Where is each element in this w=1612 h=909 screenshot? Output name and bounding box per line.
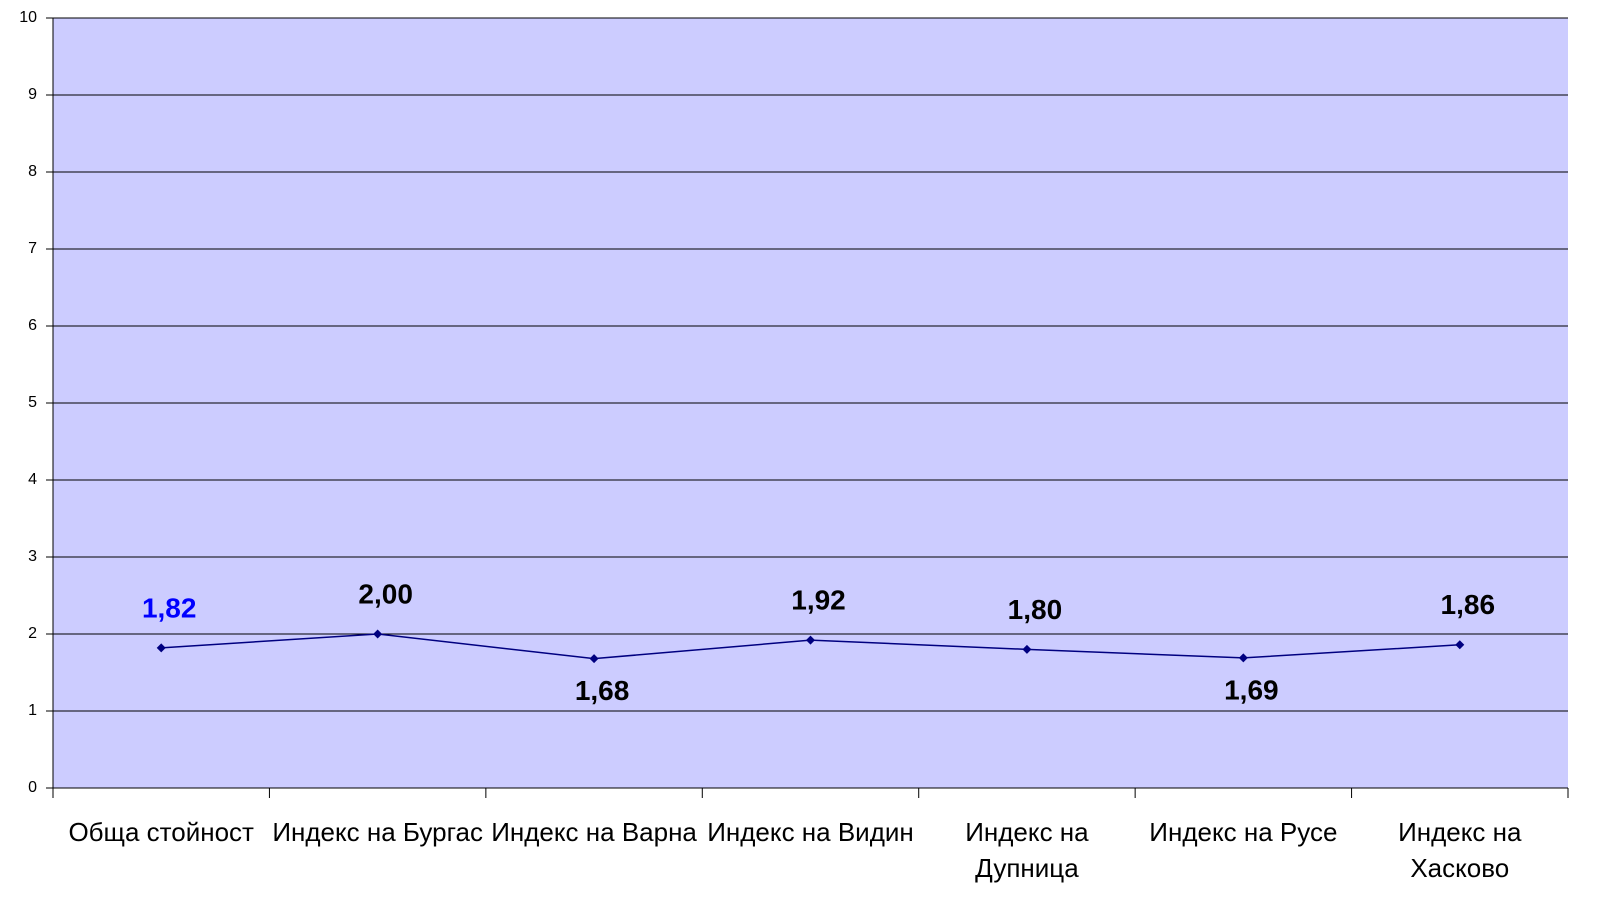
x-tick-label: Индекс на Бургас — [272, 817, 483, 847]
y-tick-label: 0 — [28, 779, 37, 796]
marker — [1022, 644, 1032, 654]
marker — [373, 629, 383, 639]
y-tick-label: 3 — [28, 548, 37, 565]
x-tick-label: Индекс на Варна — [491, 817, 697, 847]
x-tick-label: Индекс на Видин — [707, 817, 914, 847]
marker — [1238, 653, 1248, 663]
y-tick-label: 6 — [28, 317, 37, 334]
marker — [806, 635, 815, 645]
y-tick-label: 10 — [19, 9, 37, 26]
x-tick-label: Индекс на Дупница — [965, 817, 1089, 883]
x-tick-label: Индекс на Русе — [1149, 817, 1338, 847]
value-label: 1,68 — [575, 675, 630, 706]
value-label: 1,86 — [1441, 589, 1496, 620]
x-tick-label: Обща стойност — [68, 817, 254, 847]
marker — [156, 643, 166, 653]
y-tick-label: 2 — [28, 625, 37, 642]
marker — [589, 654, 599, 664]
y-tick-label: 4 — [28, 471, 37, 488]
y-tick-label: 7 — [28, 240, 37, 257]
value-label: 2,00 — [358, 578, 413, 609]
value-label: 1,80 — [1008, 594, 1063, 625]
x-tick-label: Индекс на Хасково — [1398, 817, 1522, 883]
marker — [1455, 640, 1465, 650]
value-label: 1,69 — [1224, 674, 1279, 705]
value-label: 1,82 — [142, 592, 197, 623]
value-label: 1,92 — [791, 585, 846, 616]
y-tick-label: 5 — [28, 394, 37, 411]
y-tick-label: 9 — [28, 86, 37, 103]
y-tick-label: 8 — [28, 163, 37, 180]
y-tick-label: 1 — [28, 702, 37, 719]
